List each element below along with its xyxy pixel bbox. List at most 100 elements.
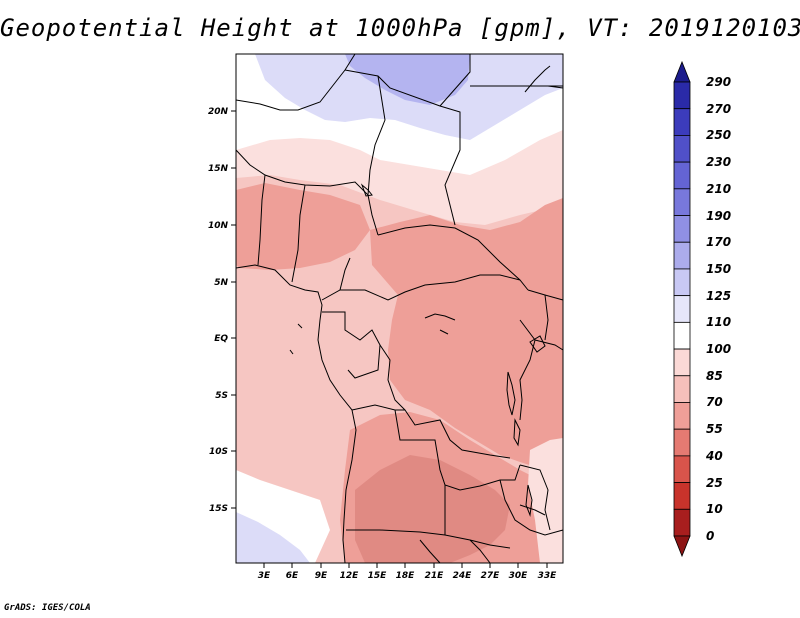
colorbar-cap-top <box>673 60 691 83</box>
river-kasai <box>439 329 449 335</box>
lon-label: 30E <box>509 571 529 581</box>
colorbar-label: 55 <box>706 422 723 437</box>
lon-axis <box>263 563 548 568</box>
colorbar-box <box>673 402 691 430</box>
map-frame <box>235 53 564 564</box>
chart-title: Geopotential Height at 1000hPa [gpm], VT… <box>0 14 800 42</box>
colorbar-box <box>673 348 691 377</box>
lake-2 <box>513 418 521 447</box>
lake-chad <box>360 183 373 197</box>
colorbar-label: 70 <box>706 395 723 410</box>
lon-label: 6E <box>286 571 299 581</box>
colorbar-label: 170 <box>706 235 732 250</box>
border-east-2 <box>519 319 536 421</box>
border-central-2 <box>321 274 521 301</box>
coastline-redsea <box>524 65 551 93</box>
field-salmon-central <box>370 198 563 480</box>
river-small-2 <box>289 349 294 355</box>
border-central-4 <box>322 311 381 379</box>
border-west-3 <box>291 184 306 283</box>
border-south-6 <box>519 464 551 531</box>
geopotential-field <box>236 54 563 563</box>
lon-label: 15E <box>368 571 388 581</box>
lat-label: 10S <box>209 447 228 457</box>
coastline-east <box>547 85 564 89</box>
lon-labels: 3E 6E 9E 12E 15E 18E 21E 24E 27E 30E 33E <box>258 571 557 581</box>
lat-label: EQ <box>214 334 228 344</box>
border-south-7 <box>419 539 441 564</box>
field-pale-blue-southwest <box>236 512 310 563</box>
colorbar-box <box>673 455 691 483</box>
border-central-3 <box>339 257 351 291</box>
colorbar-label: 100 <box>706 342 732 357</box>
border-north-5 <box>367 75 386 196</box>
colorbar-box <box>673 321 691 350</box>
lon-label: 12E <box>340 571 360 581</box>
lake-1 <box>506 371 516 416</box>
colorbar-label: 125 <box>706 288 732 303</box>
colorbar-label: 25 <box>706 475 723 490</box>
colorbar-label: 210 <box>706 181 732 196</box>
river-congo <box>424 313 456 321</box>
border-north-3 <box>439 105 461 226</box>
colorbar-box <box>673 375 691 403</box>
colorbar-box <box>673 295 691 323</box>
lat-label: 15S <box>209 504 228 514</box>
lake-4 <box>529 335 546 353</box>
lat-label: 5S <box>215 391 228 401</box>
colorbar-label: 85 <box>706 368 723 383</box>
border-north-2 <box>344 54 471 107</box>
lon-label: 9E <box>315 571 328 581</box>
lon-label: 24E <box>453 571 473 581</box>
colorbar-label: 10 <box>706 502 723 517</box>
lon-label: 33E <box>538 571 558 581</box>
border-east-3 <box>534 339 564 351</box>
credit-text: GrADS: IGES/COLA <box>4 603 91 613</box>
colorbar-label: 150 <box>706 261 732 276</box>
lat-axis <box>231 110 236 509</box>
colorbar-box <box>673 508 691 537</box>
lon-label: 3E <box>258 571 271 581</box>
colorbar-label: 230 <box>706 155 732 170</box>
border-south-2 <box>394 409 521 491</box>
lon-label: 21E <box>425 571 445 581</box>
colorbar-label: 250 <box>706 128 732 143</box>
border-south-8 <box>469 539 491 564</box>
lake-5 <box>519 504 546 516</box>
border-central-1 <box>377 224 529 291</box>
field-lavender-north <box>345 54 470 105</box>
coastline-west <box>235 264 357 564</box>
lon-label: 18E <box>396 571 416 581</box>
colorbar-label: 110 <box>706 315 732 330</box>
colorbar-box <box>673 161 691 190</box>
colorbar-cap-bottom <box>673 535 691 558</box>
country-borders <box>235 53 564 564</box>
border-south-1 <box>351 404 511 459</box>
colorbar-box <box>673 215 691 243</box>
lake-3 <box>525 484 533 517</box>
colorbar-label: 290 <box>706 75 732 89</box>
colorbar-box <box>673 108 691 136</box>
lon-label: 27E <box>481 571 501 581</box>
colorbar-box <box>673 268 691 297</box>
colorbar-box <box>673 81 691 110</box>
colorbar-box <box>673 135 691 163</box>
colorbar-label: 190 <box>706 208 732 223</box>
border-west-1 <box>235 149 379 236</box>
lat-label: 10N <box>208 221 229 231</box>
border-west-2 <box>257 174 266 266</box>
colorbar-label: 0 <box>706 529 715 543</box>
lat-label: 5N <box>214 278 228 288</box>
field-salmon-west <box>236 183 370 270</box>
colorbar-box <box>673 241 691 270</box>
colorbar-box <box>673 428 691 457</box>
colorbar <box>673 60 691 558</box>
border-south-5 <box>499 479 564 536</box>
colorbar-label: 270 <box>706 101 732 116</box>
colorbar-box <box>673 482 691 510</box>
lat-label: 20N <box>208 107 229 117</box>
lat-label: 15N <box>208 164 229 174</box>
field-red-south <box>355 455 510 563</box>
border-central-5 <box>379 344 406 411</box>
